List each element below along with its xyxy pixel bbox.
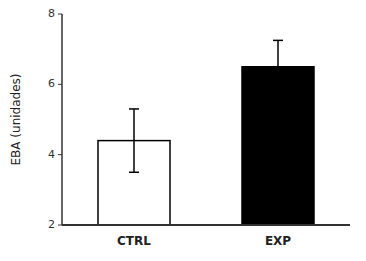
error-bar	[273, 40, 283, 93]
error-bar	[129, 109, 139, 172]
y-tick-label: 2	[48, 218, 55, 231]
y-tick	[58, 154, 62, 155]
plot-area	[98, 40, 314, 225]
y-tick	[58, 14, 62, 15]
chart-container: 2 4 6 8 CTRL EXP EBA (unidades)	[0, 0, 366, 261]
y-axis-line	[61, 14, 63, 225]
y-tick	[58, 225, 62, 226]
y-tick-label: 4	[48, 148, 55, 161]
x-tick-label: EXP	[265, 234, 291, 248]
x-axis-line	[62, 224, 350, 226]
y-tick-label: 6	[48, 77, 55, 90]
y-tick	[58, 84, 62, 85]
y-axis-label: EBA (unidades)	[9, 74, 23, 166]
chart: 2 4 6 8 CTRL EXP EBA (unidades)	[0, 0, 366, 261]
y-tick-label: 8	[48, 7, 55, 20]
x-tick-label: CTRL	[117, 234, 151, 248]
